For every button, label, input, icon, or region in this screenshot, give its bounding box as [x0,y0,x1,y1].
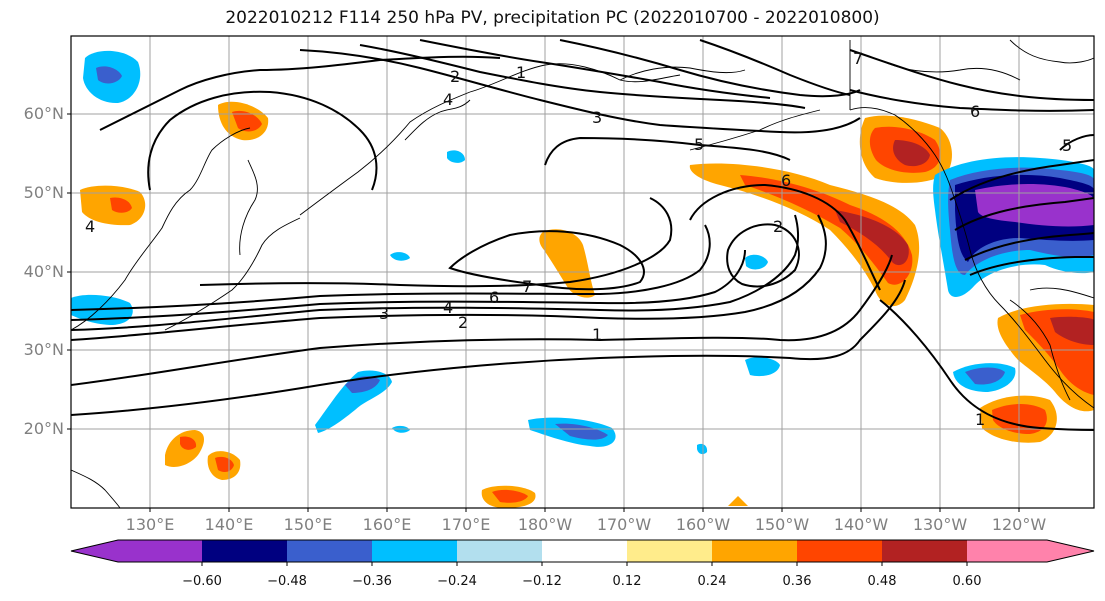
contour-label: 3 [379,304,389,323]
colorbar-cell [202,540,287,562]
colorbar-tick-label: 0.24 [697,574,727,589]
colorbar-cell [287,540,372,562]
contour-label: 1 [975,410,985,429]
contour-label: 4 [443,90,453,109]
contour-label: 2 [458,313,468,332]
colorbar-cell [797,540,882,562]
contour-label: 3 [592,108,602,127]
colorbar-tick-label: −0.60 [182,574,222,589]
lon-label: 170°E [441,515,491,534]
colorbar-tick-label: 0.36 [782,574,812,589]
contour-label: 7 [853,49,863,68]
tick-marks [67,113,1020,512]
colorbar-tick-label: −0.48 [267,574,307,589]
lon-label: 180°W [517,515,573,534]
colorbar-cell [627,540,712,562]
colorbar [70,539,1095,566]
colorbar-tick-label: 0.12 [612,574,642,589]
colorbar-extend-high [967,540,1094,562]
colorbar-tick-label: −0.24 [437,574,477,589]
contour-labels: 2 1 4 3 5 7 6 6 2 7 6 4 3 2 1 1 5 4 [85,49,1072,429]
colorbar-tick-label: −0.12 [522,574,562,589]
contour-label: 1 [516,63,526,82]
contour-label: 2 [773,217,783,236]
contour-label: 1 [592,325,602,344]
lat-label-60n: 60°N [23,104,64,123]
lon-label: 130°E [125,515,175,534]
lat-label-40n: 40°N [23,262,64,281]
lon-label: 150°E [283,515,333,534]
chart-title: 2022010212 F114 250 hPa PV, precipitatio… [225,8,880,28]
lon-label: 160°E [362,515,412,534]
lat-label-50n: 50°N [23,183,64,202]
positive-anomaly-gulf-alaska [689,163,920,307]
colorbar-cell [712,540,797,562]
colorbar-tick-label: 0.60 [952,574,982,589]
contour-label: 2 [450,67,460,86]
lon-label: 130°W [912,515,968,534]
contour-label: 5 [694,135,704,154]
contour-label: 7 [522,277,532,296]
contour-label: 5 [1062,136,1072,155]
lon-label: 140°E [204,515,254,534]
lon-label: 120°W [991,515,1047,534]
map-area: 2 1 4 3 5 7 6 6 2 7 6 4 3 2 1 1 5 4 [71,36,1094,508]
colorbar-tick-label: 0.48 [867,574,897,589]
colorbar-cell [882,540,967,562]
contour-label: 6 [970,102,980,121]
contour-label: 6 [781,171,791,190]
graticule [71,36,1094,508]
contour-label: 6 [489,288,499,307]
lon-label: 170°W [596,515,652,534]
pv-contours [71,39,1094,431]
lat-label-30n: 30°N [23,340,64,359]
contour-label: 4 [85,217,95,236]
lon-label: 160°W [675,515,731,534]
colorbar-cell [542,540,627,562]
colorbar-extend-low [71,540,202,562]
lat-label-20n: 20°N [23,419,64,438]
contour-label: 4 [443,298,453,317]
colorbar-cell [457,540,542,562]
lon-label: 150°W [754,515,810,534]
colorbar-tick-label: −0.36 [352,574,392,589]
colorbar-cell [372,540,457,562]
lon-label: 140°W [833,515,889,534]
